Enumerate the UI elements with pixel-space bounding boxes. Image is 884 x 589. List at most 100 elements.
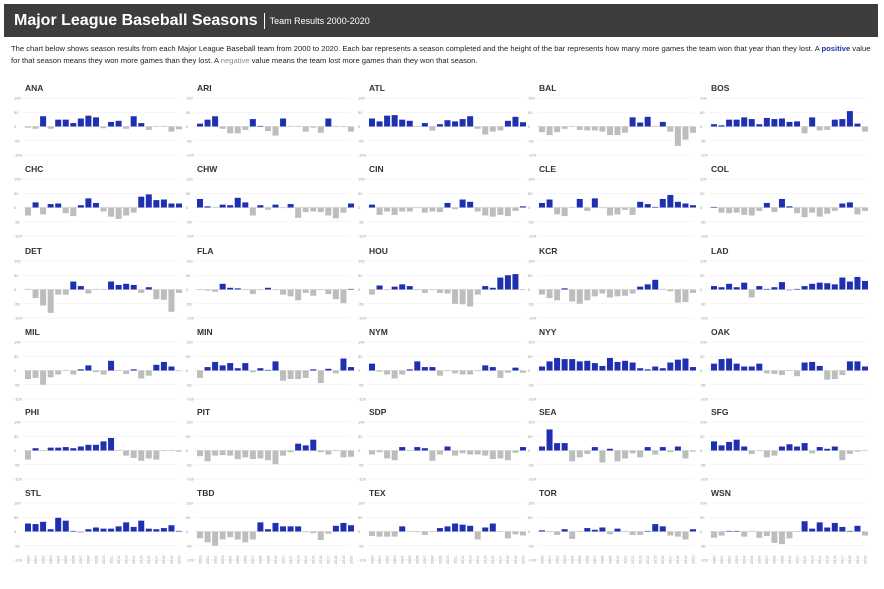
- bar-cle-2020: [690, 205, 696, 208]
- bar-ari-2016: [317, 126, 324, 133]
- y-tick-label: 50: [186, 434, 191, 439]
- bar-col-2010: [786, 206, 793, 208]
- bar-nyy-2006: [584, 360, 591, 371]
- x-tick-label: 2001: [720, 556, 724, 564]
- bar-bos-2009: [778, 118, 785, 127]
- team-label-col: COL: [711, 164, 729, 174]
- team-label-phi: PHI: [25, 407, 39, 417]
- bar-stl-2020: [176, 530, 182, 532]
- y-tick-label: 100: [358, 340, 365, 345]
- bar-nym-2010: [444, 370, 451, 372]
- team-label-atl: ATL: [369, 83, 385, 93]
- bar-col-2009: [778, 198, 785, 208]
- title-separator: [263, 12, 265, 29]
- bar-bal-2003: [561, 126, 568, 129]
- y-tick-label: 0: [528, 529, 531, 534]
- bar-stl-2003: [47, 529, 54, 532]
- y-tick-label: -100: [186, 153, 195, 158]
- bar-ana-2011: [108, 121, 115, 127]
- y-tick-label: -100: [700, 316, 709, 321]
- bar-tor-2001: [546, 531, 553, 533]
- bar-cin-2009: [436, 207, 443, 213]
- y-tick-label: 50: [186, 273, 191, 278]
- bar-cin-2015: [482, 207, 489, 216]
- y-tick-label: -100: [186, 477, 195, 482]
- y-tick-label: 0: [528, 287, 531, 292]
- y-tick-label: -100: [700, 153, 709, 158]
- bar-pit-2016: [317, 450, 324, 453]
- bar-min-2007: [249, 370, 256, 373]
- bar-cle-2013: [637, 201, 644, 208]
- y-tick-label: -100: [14, 316, 23, 321]
- bar-bal-2020: [690, 126, 696, 133]
- bar-hou-2019: [512, 274, 519, 290]
- bar-phi-2011: [108, 437, 115, 451]
- bar-nyy-2016: [659, 368, 666, 371]
- bar-tbd-2012: [287, 526, 294, 532]
- team-label-lad: LAD: [711, 246, 728, 256]
- bar-sfg-2006: [756, 450, 763, 452]
- bar-chw-2013: [295, 207, 302, 218]
- y-tick-label: 100: [528, 420, 535, 425]
- bar-mil-2015: [138, 370, 145, 379]
- x-tick-label: 2018: [848, 556, 852, 564]
- bar-sfg-2015: [824, 448, 831, 451]
- bar-ana-2019: [168, 126, 175, 132]
- bar-sdp-2018: [504, 450, 511, 461]
- bar-chw-2010: [272, 204, 279, 208]
- bar-min-2003: [219, 365, 226, 371]
- bar-chw-2019: [340, 207, 347, 213]
- bar-bal-2008: [599, 126, 606, 132]
- bar-kcr-2020: [690, 289, 696, 293]
- x-tick-label: 2012: [461, 556, 465, 564]
- y-tick-label: 50: [528, 273, 533, 278]
- bar-sdp-2007: [421, 448, 428, 451]
- bar-chw-2016: [317, 207, 324, 213]
- bar-fla-2010: [272, 289, 279, 291]
- bar-fla-2017: [325, 289, 332, 295]
- bar-cin-2000: [369, 204, 375, 208]
- bar-cle-2000: [539, 202, 545, 208]
- bar-mil-2017: [153, 364, 160, 371]
- x-tick-label: 2009: [438, 556, 442, 564]
- bar-phi-2019: [168, 449, 175, 451]
- bar-chw-2006: [242, 202, 249, 208]
- x-tick-label: 2011: [281, 556, 285, 564]
- bar-pit-2012: [287, 450, 294, 453]
- bar-tbd-2013: [295, 526, 302, 532]
- bar-pit-2014: [302, 445, 309, 451]
- bar-pit-2018: [332, 449, 339, 451]
- y-tick-label: 0: [358, 205, 361, 210]
- bar-chc-2018: [160, 199, 167, 208]
- bar-min-2000: [197, 370, 203, 378]
- x-tick-label: 2009: [94, 556, 98, 564]
- bar-wsn-2012: [801, 521, 808, 532]
- x-tick-label: 2019: [684, 556, 688, 564]
- bar-pit-2004: [227, 450, 234, 456]
- bar-ari-2013: [295, 125, 302, 127]
- bar-nyy-2004: [569, 359, 576, 371]
- bar-oak-2009: [778, 370, 785, 376]
- bar-min-2017: [325, 368, 332, 371]
- team-label-chw: CHW: [197, 164, 218, 174]
- positive-keyword: positive: [821, 44, 851, 53]
- bar-kcr-2005: [576, 289, 583, 304]
- bar-min-2016: [317, 370, 324, 384]
- y-tick-label: -50: [358, 382, 365, 387]
- bar-mil-2001: [32, 370, 39, 378]
- bar-nym-2012: [459, 370, 466, 375]
- bar-nyy-2015: [652, 366, 659, 371]
- x-tick-label: 2012: [117, 556, 121, 564]
- bar-chw-2001: [204, 206, 211, 208]
- bar-det-2006: [70, 281, 77, 290]
- bar-kcr-2014: [644, 284, 651, 290]
- y-tick-label: 100: [14, 259, 21, 264]
- x-tick-label: 2000: [540, 556, 544, 564]
- bar-col-2020: [862, 207, 868, 211]
- bar-sfg-2013: [809, 450, 816, 454]
- bar-tbd-2009: [264, 529, 271, 532]
- bar-chc-2009: [92, 202, 99, 208]
- bar-tex-2014: [474, 531, 481, 540]
- bar-oak-2019: [854, 361, 861, 371]
- bar-sfg-2000: [711, 441, 717, 451]
